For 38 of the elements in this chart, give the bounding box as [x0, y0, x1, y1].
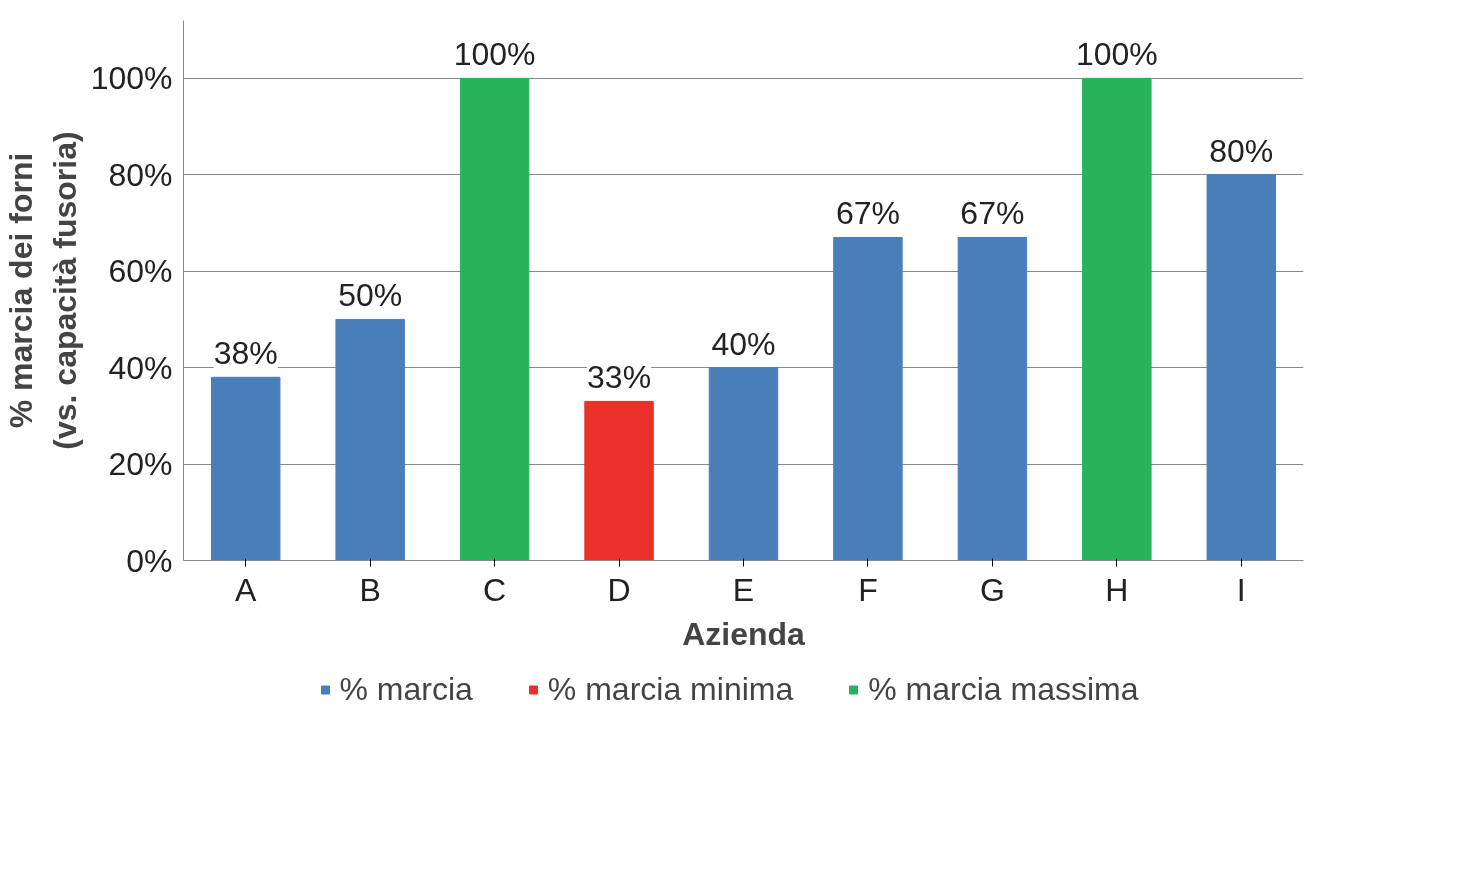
x-tick-label: H	[1105, 571, 1129, 608]
x-tick-label: D	[607, 571, 631, 608]
data-label: 33%	[587, 359, 652, 396]
bar	[584, 400, 654, 561]
data-label: 50%	[338, 277, 403, 314]
x-tick-label: B	[359, 571, 381, 608]
data-label: 38%	[213, 335, 278, 372]
bar	[957, 236, 1028, 561]
data-label: 67%	[835, 195, 900, 232]
bar	[1206, 174, 1276, 561]
bar	[833, 236, 903, 561]
bar	[708, 367, 779, 561]
data-label: 100%	[1075, 36, 1158, 73]
data-label: 67%	[960, 195, 1025, 232]
y-tick-label: 100%	[90, 60, 173, 97]
x-tick-label: C	[483, 571, 507, 608]
x-tick-label: F	[858, 571, 878, 608]
data-label: 100%	[453, 36, 536, 73]
bar	[211, 376, 281, 561]
legend-label: % marcia massima	[868, 670, 1139, 708]
legend-label: % marcia	[339, 670, 473, 708]
x-axis-title: Azienda	[682, 615, 806, 652]
y-tick-label: 80%	[108, 156, 173, 193]
y-tick-label: 20%	[108, 446, 173, 483]
y-axis-title: % marcia dei forni (vs. capacità fusoria)	[3, 131, 83, 450]
bar	[459, 77, 530, 561]
x-tick-label: E	[732, 571, 755, 608]
y-tick-label: 60%	[108, 253, 173, 290]
data-label: 80%	[1209, 132, 1274, 169]
bar	[335, 318, 405, 561]
y-tick-label: 40%	[108, 349, 173, 386]
x-tick-label: G	[979, 571, 1005, 608]
y-tick-label: 0%	[126, 542, 173, 579]
bar	[1082, 77, 1152, 561]
x-tick-label: A	[235, 571, 258, 608]
x-tick-label: I	[1236, 571, 1246, 608]
data-label: 40%	[711, 325, 776, 362]
legend-label: % marcia minima	[547, 670, 794, 708]
